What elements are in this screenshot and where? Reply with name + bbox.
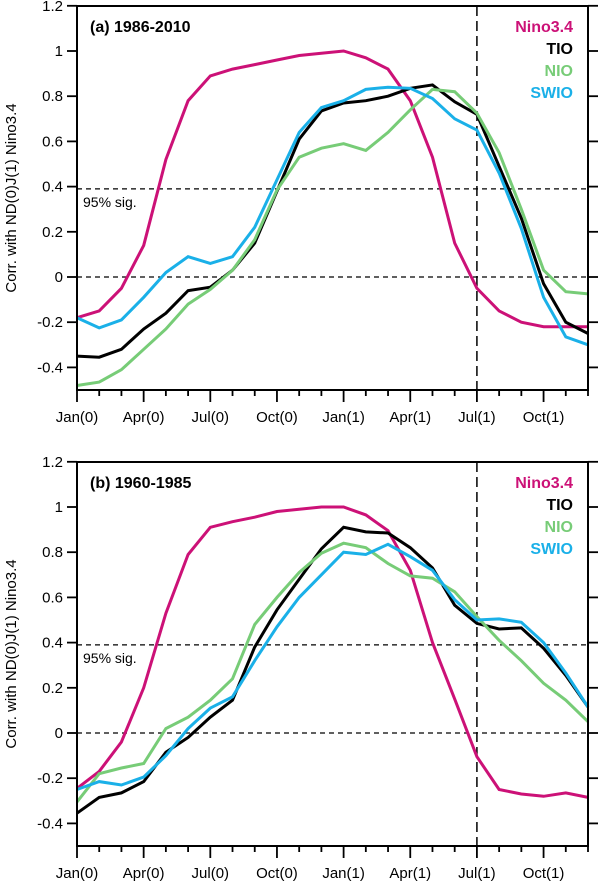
x-tick-label: Oct(0)	[256, 409, 298, 426]
x-tick-label: Jul(0)	[192, 865, 230, 882]
x-tick-label: Jan(1)	[322, 865, 365, 882]
series-line-swio	[76, 542, 590, 791]
series-tio	[76, 525, 590, 815]
series-line-tio	[76, 525, 590, 815]
y-tick-label: -0.4	[37, 815, 63, 832]
y-tick-label: 0	[55, 725, 63, 742]
legend-item: SWIO	[530, 541, 573, 558]
panel-title: (b) 1960-1985	[90, 475, 191, 492]
x-tick-label: Apr(0)	[123, 409, 165, 426]
y-tick-label: -0.2	[37, 770, 63, 787]
x-tick-label: Apr(1)	[389, 409, 431, 426]
x-tick-label: Apr(1)	[389, 865, 431, 882]
y-tick-label: 0.6	[42, 589, 63, 606]
y-tick-label: 1	[55, 499, 63, 516]
significance-label: 95% sig.	[83, 650, 137, 666]
series-line-tio	[76, 83, 589, 359]
panel-a: 95% sig. 1.2 1 0.8 0.6 0.4 0.2 0 -0.2 -0.4 Jan(0) A…	[3, 0, 598, 426]
panel-b: 95% sig. 1.2 1 0.8 0.6 0.4 0.2 0 -0.2 -0.4 Jan(0) A…	[3, 454, 598, 882]
x-tick-label: Jul(0)	[192, 409, 230, 426]
y-tick-label: 0.8	[42, 88, 63, 105]
x-tick-label: Oct(1)	[523, 409, 565, 426]
panel-title: (a) 1986-2010	[90, 19, 191, 36]
legend-item: TIO	[546, 497, 573, 514]
x-tick-label: Oct(1)	[523, 865, 565, 882]
y-tick-label: 1.2	[42, 454, 63, 471]
y-tick-label: 0.4	[42, 179, 63, 196]
x-tick-label: Apr(0)	[123, 865, 165, 882]
series-line-nino34	[76, 505, 589, 799]
plot-frame	[76, 5, 589, 391]
y-tick-label: 1	[55, 43, 63, 60]
y-tick-label: 0.2	[42, 680, 63, 697]
series-line-nio	[76, 87, 589, 387]
x-tick-label: Oct(0)	[256, 865, 298, 882]
legend-item: TIO	[546, 41, 573, 58]
x-tick-label: Jul(1)	[458, 865, 496, 882]
significance-label: 95% sig.	[83, 194, 137, 210]
x-tick-label: Jan(1)	[322, 409, 365, 426]
legend-item: NIO	[545, 519, 573, 536]
legend: Nino3.4 TIO NIO SWIO	[515, 475, 573, 558]
y-tick-label: -0.2	[37, 314, 63, 331]
y-axis-label: Corr. with ND(0)J(1) Nino3.4	[3, 103, 20, 292]
y-tick-label: 0	[55, 269, 63, 286]
series-nio	[75, 541, 590, 803]
series-nio	[76, 87, 589, 387]
y-tick-label: -0.4	[37, 359, 63, 376]
legend: Nino3.4 TIO NIO SWIO	[515, 19, 573, 102]
x-tick-label: Jan(0)	[56, 409, 99, 426]
x-tick-label: Jan(0)	[56, 865, 99, 882]
legend-item: Nino3.4	[515, 475, 573, 492]
series-swio	[76, 542, 590, 791]
y-tick-label: 0.8	[42, 544, 63, 561]
legend-item: NIO	[545, 63, 573, 80]
y-axis-label: Corr. with ND(0)J(1) Nino3.4	[3, 559, 20, 748]
y-tick-label: 0.6	[42, 133, 63, 150]
plot-frame	[76, 461, 589, 847]
series-swio	[76, 85, 589, 347]
y-tick-label: 0.2	[42, 224, 63, 241]
series-line-nino34	[76, 49, 588, 329]
x-tick-label: Jul(1)	[458, 409, 496, 426]
series-line-nio	[75, 541, 590, 803]
legend-item: SWIO	[530, 85, 573, 102]
y-tick-label: 0.4	[42, 635, 63, 652]
legend-item: Nino3.4	[515, 19, 573, 36]
series-line-swio	[76, 85, 589, 347]
y-tick-label: 1.2	[42, 0, 63, 15]
